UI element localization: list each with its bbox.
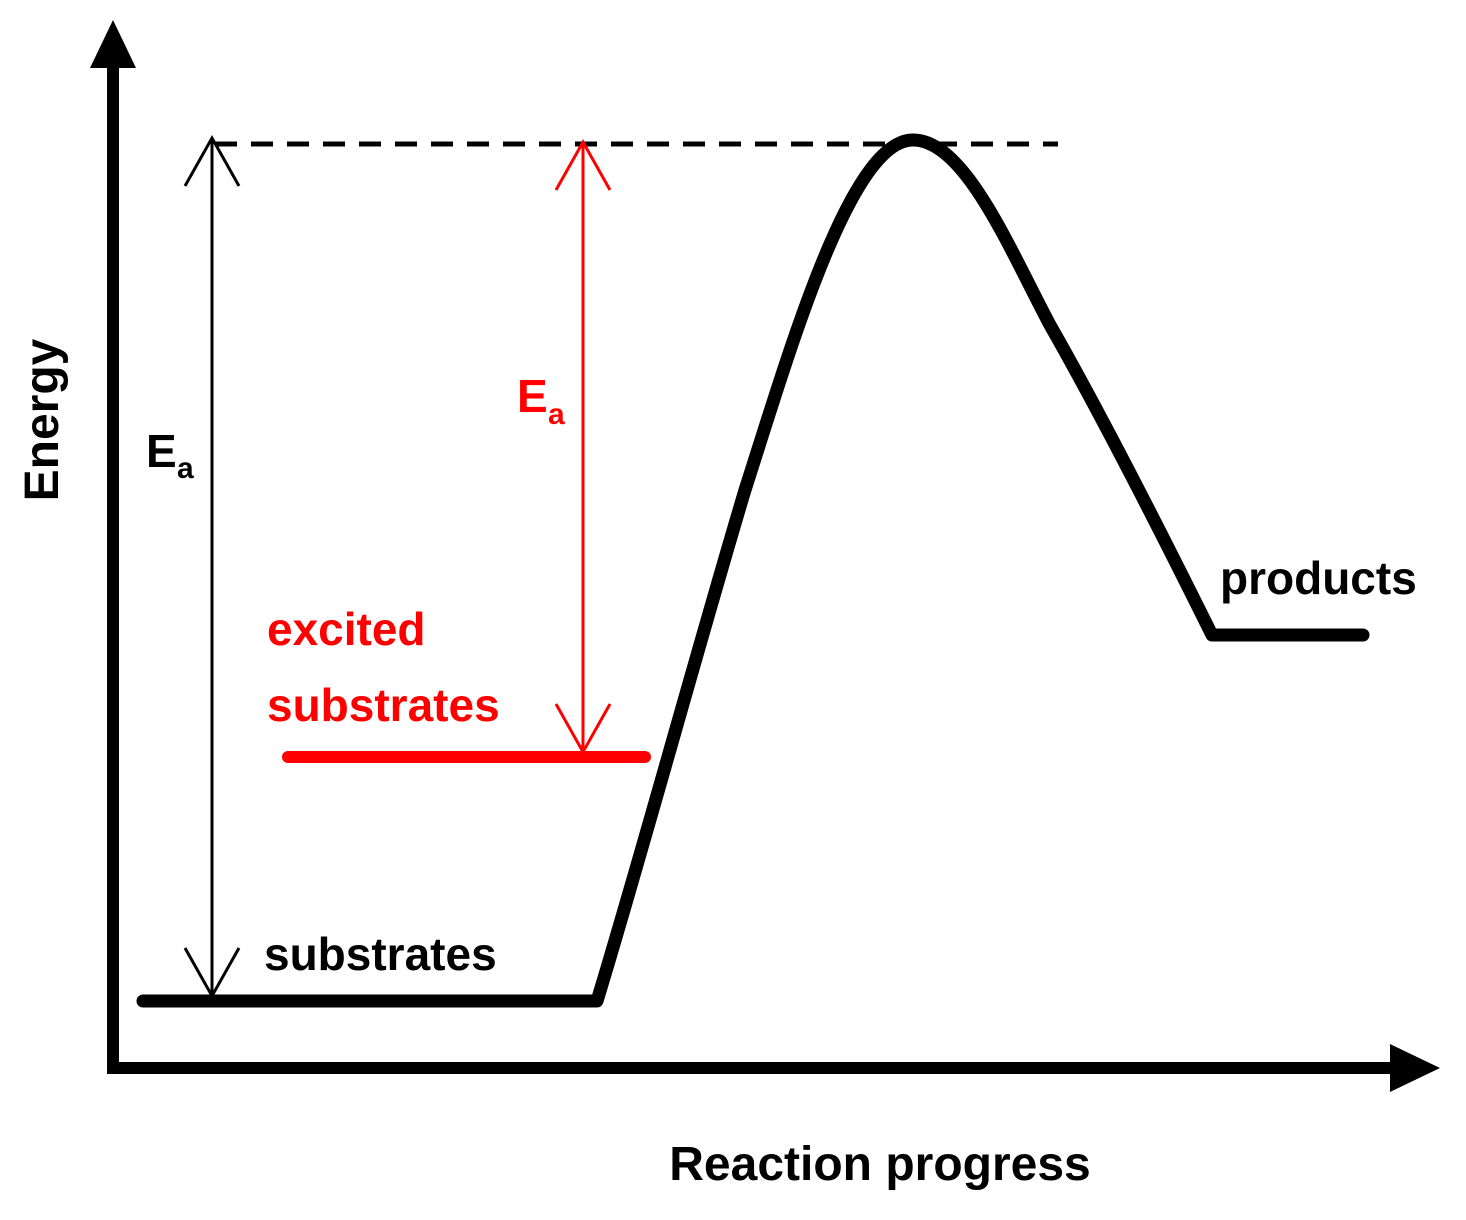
y-axis-label: Energy [16, 338, 69, 501]
products-label: products [1220, 552, 1417, 604]
ea-subscript: a [177, 452, 194, 485]
ea-arrow-red [554, 138, 612, 756]
substrates-label: substrates [264, 928, 497, 980]
arrowhead-down-icon [554, 703, 612, 756]
reaction-curve [136, 133, 1370, 1008]
ea-label-red: E a [517, 370, 565, 431]
x-axis-label: Reaction progress [669, 1138, 1090, 1191]
excited-substrates-label-line2: substrates [267, 679, 500, 731]
ea-arrow-black [183, 134, 241, 1000]
arrowhead-up-icon [554, 138, 612, 191]
ea-symbol: E [517, 370, 548, 422]
ea-symbol: E [146, 425, 177, 477]
excited-substrates-label-line1: excited [267, 603, 426, 655]
y-axis-arrow-icon [90, 20, 136, 68]
ea-subscript: a [548, 398, 565, 431]
arrowhead-up-icon [183, 134, 241, 187]
ea-label-black: E a [146, 425, 194, 485]
arrowhead-down-icon [183, 947, 241, 1000]
x-axis-arrow-icon [1390, 1044, 1440, 1092]
